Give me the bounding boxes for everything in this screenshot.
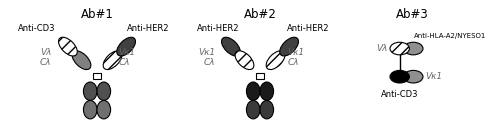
Ellipse shape [222, 37, 240, 56]
Ellipse shape [97, 100, 110, 119]
Ellipse shape [72, 51, 91, 70]
Text: Anti-CD3: Anti-CD3 [381, 90, 418, 99]
Ellipse shape [404, 42, 423, 55]
Ellipse shape [84, 82, 97, 100]
Text: Ab#2: Ab#2 [244, 8, 276, 21]
Ellipse shape [260, 82, 274, 100]
Ellipse shape [103, 51, 122, 70]
Text: Cλ: Cλ [204, 58, 216, 67]
Ellipse shape [246, 100, 260, 119]
Ellipse shape [260, 100, 274, 119]
Text: Vκ1: Vκ1 [198, 48, 216, 57]
Text: Anti-HER2: Anti-HER2 [287, 24, 330, 33]
Bar [256, 73, 264, 79]
Ellipse shape [97, 82, 110, 100]
Ellipse shape [117, 37, 136, 56]
Text: Anti-HER2: Anti-HER2 [127, 24, 170, 33]
Text: Vλ: Vλ [40, 48, 52, 57]
Text: Vκ1: Vκ1 [425, 72, 442, 81]
Ellipse shape [235, 51, 254, 70]
Ellipse shape [84, 100, 97, 119]
Ellipse shape [390, 70, 409, 83]
Bar [93, 73, 101, 79]
Text: Anti-HER2: Anti-HER2 [197, 24, 240, 33]
Ellipse shape [266, 51, 285, 70]
Ellipse shape [58, 37, 78, 56]
Text: Cλ: Cλ [287, 58, 299, 67]
Ellipse shape [390, 42, 409, 55]
Ellipse shape [404, 70, 423, 83]
Ellipse shape [280, 37, 298, 56]
Text: Cλ: Cλ [40, 58, 52, 67]
Text: Vκ1: Vκ1 [118, 48, 136, 57]
Text: Ab#3: Ab#3 [396, 8, 428, 21]
Text: Vλ: Vλ [376, 44, 388, 53]
Ellipse shape [246, 82, 260, 100]
Text: Vκ1: Vκ1 [287, 48, 304, 57]
Text: Ab#1: Ab#1 [80, 8, 114, 21]
Text: Cλ: Cλ [118, 58, 130, 67]
Text: Anti-CD3: Anti-CD3 [18, 24, 55, 33]
Text: Anti-HLA-A2/NYESO1: Anti-HLA-A2/NYESO1 [414, 33, 486, 39]
